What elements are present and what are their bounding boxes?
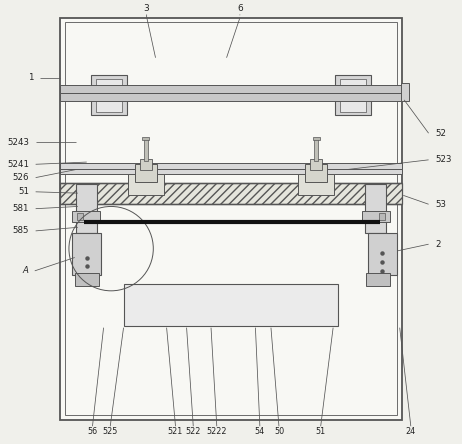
Bar — [140, 159, 152, 170]
Text: 56: 56 — [87, 427, 97, 436]
Text: 1: 1 — [28, 73, 33, 82]
Text: 525: 525 — [103, 427, 118, 436]
Bar — [60, 169, 402, 174]
Bar — [315, 138, 318, 161]
Text: 5241: 5241 — [7, 160, 29, 169]
Bar — [73, 211, 100, 222]
Text: 5243: 5243 — [7, 138, 29, 147]
Text: 5222: 5222 — [207, 427, 227, 436]
Bar — [340, 79, 366, 112]
Bar — [60, 183, 402, 204]
Bar — [76, 184, 97, 233]
Text: 2: 2 — [435, 240, 441, 249]
Text: 51: 51 — [316, 427, 326, 436]
Bar — [66, 22, 396, 415]
Text: 54: 54 — [255, 427, 265, 436]
Bar — [401, 83, 408, 101]
Bar — [313, 137, 320, 140]
Bar — [60, 93, 402, 101]
Bar — [335, 75, 371, 115]
Bar — [77, 213, 83, 220]
Text: 523: 523 — [435, 155, 452, 164]
Text: 581: 581 — [12, 204, 29, 213]
Bar — [134, 164, 157, 182]
Text: 522: 522 — [186, 427, 201, 436]
Bar — [96, 79, 122, 112]
Bar — [124, 284, 338, 326]
Bar — [60, 18, 402, 420]
Bar — [362, 211, 389, 222]
Text: 6: 6 — [237, 4, 243, 13]
Bar — [379, 213, 385, 220]
Bar — [75, 273, 99, 286]
Bar — [365, 184, 386, 233]
Text: 521: 521 — [168, 427, 183, 436]
Text: A: A — [22, 266, 28, 275]
Text: 3: 3 — [144, 4, 150, 13]
Bar — [60, 163, 402, 169]
Text: 52: 52 — [435, 129, 446, 138]
Bar — [365, 273, 390, 286]
Bar — [298, 174, 334, 195]
Text: 24: 24 — [406, 427, 416, 436]
Bar — [305, 164, 328, 182]
Text: 53: 53 — [435, 200, 446, 209]
Bar — [144, 138, 147, 161]
Text: 51: 51 — [18, 187, 29, 196]
Bar — [142, 137, 149, 140]
Bar — [73, 233, 101, 275]
Text: 526: 526 — [12, 173, 29, 182]
Bar — [368, 233, 396, 275]
Bar — [310, 159, 322, 170]
Bar — [91, 75, 127, 115]
Text: 585: 585 — [12, 226, 29, 235]
Bar — [60, 85, 402, 93]
Text: 50: 50 — [274, 427, 284, 436]
Bar — [128, 174, 164, 195]
